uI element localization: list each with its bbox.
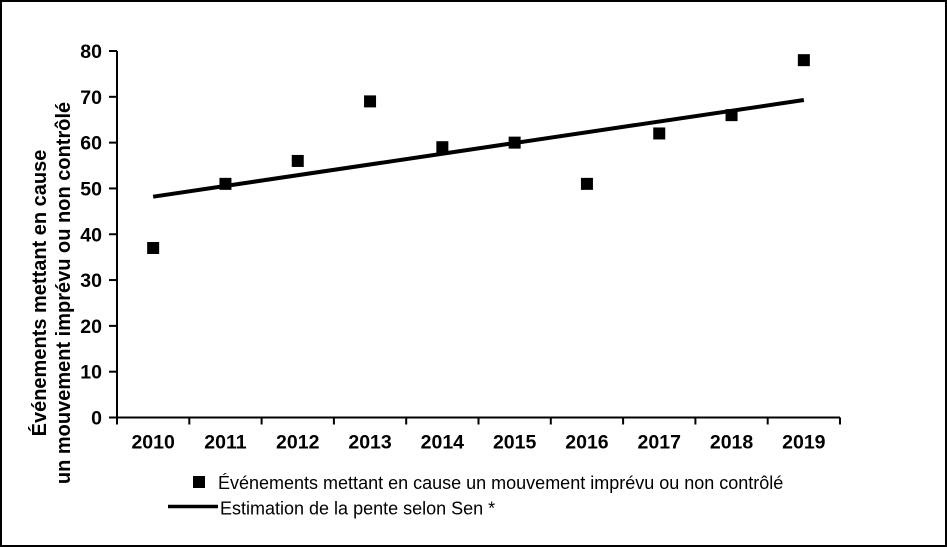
x-axis: 2010 2011 2012 2013 2014 2015 2016 2017 2018 2019 [116, 416, 841, 454]
x-tick-label: 2013 [348, 432, 392, 454]
y-tick-label: 80 [80, 41, 102, 63]
sen-line [152, 98, 805, 199]
x-tick-label: 2017 [638, 432, 681, 454]
x-tick-label: 2014 [421, 432, 465, 454]
y-axis: 0 10 20 30 40 50 60 70 80 [80, 41, 118, 430]
x-tick-label: 2010 [131, 432, 175, 454]
data-point-2011 [219, 177, 232, 190]
y-axis-title-line2: un mouvement imprévu ou non contrôlé [53, 102, 75, 484]
data-point-2017 [653, 127, 666, 140]
y-tick-label: 30 [80, 270, 102, 292]
x-tick-label: 2011 [204, 432, 246, 454]
y-tick-label: 70 [80, 87, 102, 109]
legend: Événements mettant en cause un mouvement… [168, 473, 783, 519]
legend-label-events: Événements mettant en cause un mouvement… [218, 473, 783, 493]
data-point-2018 [725, 109, 738, 122]
x-tick-label: 2012 [276, 432, 320, 454]
data-point-2016 [580, 177, 593, 190]
sen-trend-line [152, 98, 805, 199]
y-tick-label: 0 [91, 408, 102, 430]
data-point-2012 [291, 154, 304, 167]
y-tick-label: 60 [80, 133, 102, 155]
y-tick-label: 20 [80, 316, 102, 338]
y-axis-title-line1: Événements mettant en cause [28, 150, 51, 437]
data-points [147, 54, 810, 254]
x-tick-label: 2015 [493, 432, 537, 454]
data-point-2010 [147, 241, 160, 254]
x-tick-label: 2018 [710, 432, 754, 454]
x-tick-label: 2016 [565, 432, 609, 454]
data-point-2013 [364, 95, 377, 108]
y-tick-label: 50 [80, 178, 102, 200]
legend-label-sen: Estimation de la pente selon Sen * [220, 499, 495, 519]
y-tick-label: 40 [80, 224, 102, 246]
x-tick-label: 2019 [782, 432, 826, 454]
data-point-2015 [508, 136, 521, 149]
legend-square-icon [193, 476, 205, 488]
y-tick-label: 10 [80, 362, 102, 384]
data-point-2014 [436, 141, 449, 154]
data-point-2019 [797, 54, 810, 67]
